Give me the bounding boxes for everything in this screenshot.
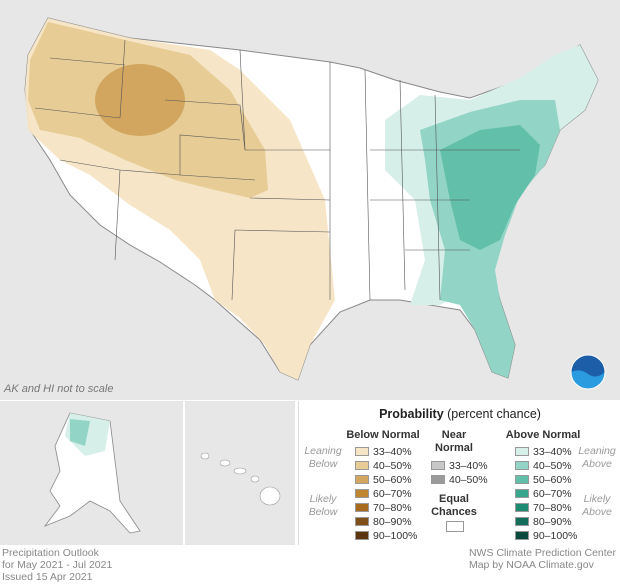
legend-title-rest: (percent chance) (443, 407, 541, 421)
hawaii-islands (200, 452, 281, 506)
legend-swatch (431, 475, 445, 484)
legend-item: 70–80% (355, 501, 412, 514)
legend-swatch (355, 475, 369, 484)
legend-item: 40–50% (515, 459, 572, 472)
legend-swatch (515, 475, 529, 484)
legend-swatch (515, 503, 529, 512)
legend-item: 70–80% (515, 501, 572, 514)
legend-swatch (431, 461, 445, 470)
legend-item: 50–60% (515, 473, 572, 486)
likely-above-line1: Likely (583, 493, 611, 505)
contiguous-us-map: AK and HI not to scale (0, 0, 620, 400)
leaning-below-label: Leaning Below (301, 445, 345, 471)
legend-swatch (355, 503, 369, 512)
leaning-below-line2: Below (308, 458, 338, 470)
legend-item: 40–50% (431, 473, 488, 486)
legend-item: 50–60% (355, 473, 412, 486)
legend-item: 90–100% (515, 529, 577, 542)
legend-label: 90–100% (373, 529, 418, 542)
likely-above-label: Likely Above (575, 493, 619, 519)
legend-swatch (355, 531, 369, 540)
legend-title-bold: Probability (379, 407, 444, 421)
legend-label: 70–80% (533, 501, 572, 514)
footer-outlook-title: Precipitation Outlook (2, 547, 99, 559)
state-borders (34, 39, 520, 301)
likely-below-line2: Below (308, 506, 338, 518)
scale-note: AK and HI not to scale (4, 383, 114, 395)
leaning-above-line1: Leaning (578, 445, 616, 457)
legend-swatch (515, 531, 529, 540)
legend-item: 33–40% (355, 445, 412, 458)
footer-credit: Map by NOAA Climate.gov (468, 559, 594, 571)
leaning-above-line2: Above (582, 458, 612, 470)
legend-label: 33–40% (373, 445, 412, 458)
legend-swatch (355, 517, 369, 526)
legend-swatch (515, 461, 529, 470)
likely-below-label: Likely Below (301, 493, 345, 519)
legend-item: 90–100% (355, 529, 417, 542)
legend-item: 80–90% (355, 515, 412, 528)
legend-label: 33–40% (449, 459, 488, 472)
hawaii-svg (200, 452, 281, 506)
legend-title: Probability (percent chance) (299, 407, 620, 421)
legend-swatch (515, 447, 529, 456)
legend-item: 60–70% (355, 487, 412, 500)
alaska-shape (43, 412, 141, 534)
above-normal-50-60-area (440, 125, 540, 250)
legend-label: 90–100% (533, 529, 578, 542)
noaa-logo (570, 354, 606, 390)
legend-label: 40–50% (449, 473, 488, 486)
legend-label: 40–50% (533, 459, 572, 472)
legend-label: 60–70% (373, 487, 412, 500)
footer-period: for May 2021 - Jul 2021 (2, 559, 113, 571)
legend-label: 40–50% (373, 459, 412, 472)
alaska-inset (0, 401, 183, 545)
footer-issued: Issued 15 Apr 2021 (2, 571, 93, 583)
footer-source: NWS Climate Prediction Center (468, 547, 616, 559)
legend-item: 33–40% (431, 459, 488, 472)
equal-chances-line1: Equal (439, 493, 469, 505)
map-svg (24, 17, 606, 390)
legend-label: 50–60% (533, 473, 572, 486)
leaning-below-line1: Leaning (304, 445, 342, 457)
legend-label: 80–90% (373, 515, 412, 528)
below-normal-header: Below Normal (346, 429, 420, 441)
near-normal-line1: Near (441, 429, 467, 441)
footer-right: NWS Climate Prediction Center Map by NOA… (469, 547, 616, 571)
likely-above-line2: Above (582, 506, 612, 518)
legend-label: 60–70% (533, 487, 572, 500)
alaska-svg (43, 412, 141, 534)
near-normal-line2: Normal (435, 442, 473, 454)
leaning-above-label: Leaning Above (575, 445, 619, 471)
legend-swatch (355, 489, 369, 498)
legend-swatch (515, 489, 529, 498)
legend-item: 80–90% (515, 515, 572, 528)
likely-below-line1: Likely (309, 493, 337, 505)
above-normal-header: Above Normal (505, 429, 581, 441)
footer-left: Precipitation Outlook for May 2021 - Jul… (2, 547, 112, 583)
legend-swatch (515, 517, 529, 526)
legend-swatch (355, 461, 369, 470)
equal-chances-swatch (446, 521, 464, 532)
legend-label: 50–60% (373, 473, 412, 486)
near-normal-header: Near Normal (429, 429, 479, 455)
legend-item: 40–50% (355, 459, 412, 472)
probability-legend: Probability (percent chance) Below Norma… (298, 401, 620, 545)
legend-item: 33–40% (515, 445, 572, 458)
legend-label: 70–80% (373, 501, 412, 514)
below-normal-50-60-area (95, 64, 185, 136)
legend-label: 33–40% (533, 445, 572, 458)
alaska-above-normal-40-50-area (70, 419, 90, 446)
hawaii-inset (185, 401, 295, 545)
equal-chances-line2: Chances (431, 506, 477, 518)
equal-chances-label: Equal Chances (429, 493, 479, 519)
legend-label: 80–90% (533, 515, 572, 528)
legend-swatch (355, 447, 369, 456)
legend-item: 60–70% (515, 487, 572, 500)
